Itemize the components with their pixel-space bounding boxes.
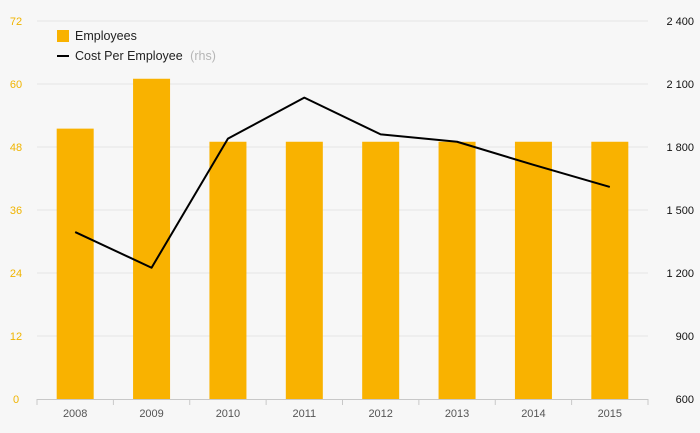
x-tick-label: 2012 (368, 408, 392, 420)
legend-note-rhs: (rhs) (190, 49, 216, 63)
x-axis: 2008 2009 2010 2011 2012 2013 2014 2015 (36, 399, 649, 420)
y-left-tick-label: 36 (10, 205, 22, 217)
y-left-tick-label: 24 (10, 268, 22, 280)
y-right-tick-label: 1 800 (666, 142, 694, 154)
y-right-tick-label: 1 500 (666, 205, 694, 217)
y-left-tick-label: 12 (10, 331, 22, 343)
y-axis-left: 0 12 24 36 48 60 72 (10, 16, 22, 406)
svg-text:Cost Per Employee (rhs: Cost Per Employee (rhs) (75, 49, 216, 63)
bar-employees-2012 (362, 141, 400, 399)
y-right-tick-label: 900 (676, 331, 694, 343)
y-left-tick-label: 48 (10, 142, 22, 154)
y-right-tick-label: 2 400 (666, 16, 694, 28)
x-tick-label: 2009 (139, 408, 163, 420)
y-left-tick-label: 72 (10, 16, 22, 28)
y-right-tick-label: 600 (676, 394, 694, 406)
y-left-tick-label: 0 (13, 394, 19, 406)
bar-employees-2013 (438, 141, 476, 399)
y-right-tick-label: 2 100 (666, 79, 694, 91)
bar-employees-2015 (591, 141, 629, 399)
gridlines (37, 20, 648, 337)
x-tick-label: 2015 (598, 408, 622, 420)
line-cost-per-employee (74, 96, 611, 269)
bar-employees-2008 (56, 128, 94, 399)
x-tick-label: 2010 (216, 408, 240, 420)
y-axis-right: 600 900 1 200 1 500 1 800 2 100 2 400 (666, 16, 694, 406)
legend-swatch-employees (57, 30, 69, 42)
x-tick-label: 2008 (63, 408, 87, 420)
bar-employees-2010 (209, 141, 247, 399)
bar-employees-2011 (285, 141, 323, 399)
x-tick-label: 2014 (521, 408, 545, 420)
bars (56, 78, 629, 399)
x-tick-label: 2013 (445, 408, 469, 420)
y-left-tick-label: 60 (10, 79, 22, 91)
y-right-tick-label: 1 200 (666, 268, 694, 280)
bar-employees-2009 (133, 78, 171, 399)
legend-label-cost-per-employee: Cost Per Employee (75, 49, 183, 63)
bar-employees-2014 (514, 141, 552, 399)
legend: Employees Cost Per Employee (rhs) (57, 29, 216, 63)
line-series (74, 96, 611, 269)
x-tick-label: 2011 (292, 408, 316, 420)
legend-label-employees: Employees (75, 29, 137, 43)
